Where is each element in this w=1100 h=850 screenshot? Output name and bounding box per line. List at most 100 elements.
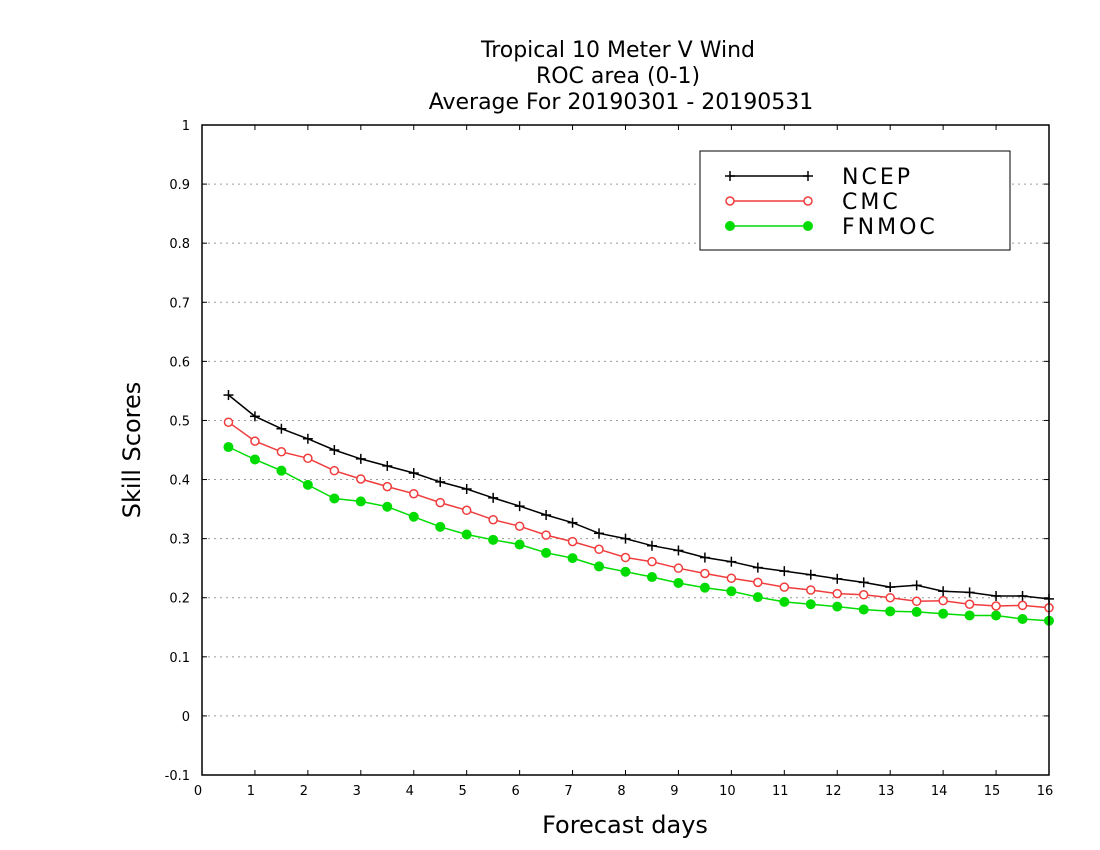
data-point [408,468,419,479]
data-point [488,514,498,525]
data-point [752,562,763,573]
y-axis-title: Skill Scores [118,382,146,519]
title-line-3: Average For 20190301 - 20190531 [429,90,814,115]
x-tick-label: 11 [772,784,789,799]
data-point [329,445,340,455]
data-point [964,587,975,598]
data-point [594,544,604,555]
data-point [302,433,313,444]
data-point [594,528,605,539]
data-point [223,442,234,453]
data-point [779,596,790,607]
data-point [382,460,393,471]
data-point [726,556,737,567]
x-tick-label: 8 [617,784,625,799]
data-point [699,582,710,593]
data-point [249,454,260,465]
legend-entry-cmc: CMC [725,190,901,215]
legend-label: CMC [842,190,901,215]
data-point [806,585,816,595]
data-point [276,447,287,457]
data-point [700,568,710,579]
data-point [699,552,710,563]
y-tick-label: 1 [182,119,190,134]
y-tick-label: 0.8 [169,237,190,252]
y-tick-label: 0.5 [169,414,190,429]
x-tick-label: 10 [719,784,736,799]
grid-lines [202,183,1049,717]
data-point [541,510,552,520]
data-point [329,493,340,504]
data-point [355,453,366,464]
data-point [885,582,896,593]
data-point [1017,590,1028,601]
data-point [355,496,366,507]
data-point [461,484,472,494]
x-tick-label: 15 [984,784,1001,799]
x-tick-label: 2 [300,784,308,799]
x-axis-title: Forecast days [542,811,708,839]
y-tick-label: 0.3 [169,533,190,548]
title-line-2: ROC area (0-1) [536,64,700,89]
x-tick-label: 3 [353,784,361,799]
data-point [964,610,975,621]
data-point [514,521,525,531]
data-point [832,588,842,599]
series-line [228,394,1050,600]
data-point [858,577,869,588]
data-point [488,534,499,545]
legend-label: NCEP [842,165,913,190]
data-point [725,196,735,206]
data-point [382,501,393,512]
x-tick-label: 0 [194,784,202,799]
data-point [938,595,948,606]
data-point [356,474,366,484]
data-point [461,529,472,540]
data-point [1017,614,1028,624]
data-point [303,453,313,464]
legend-label: FNMOC [842,215,938,240]
series-line [228,446,1050,622]
data-point [752,592,763,603]
data-point [725,171,735,181]
data-point [832,573,843,584]
data-point [435,497,445,508]
y-tick-label: 0.2 [169,592,190,607]
data-point [805,569,816,580]
y-tick-label: 0.1 [169,651,190,666]
data-point [803,171,813,181]
data-point [647,556,657,567]
data-point [620,533,631,544]
data-point [911,606,922,617]
data-point [620,566,631,577]
data-point [382,481,393,492]
data-point [911,596,922,607]
data-point [567,517,578,528]
x-tick-label: 12 [825,784,842,799]
x-tick-label: 5 [459,784,467,799]
x-tick-label: 6 [511,784,519,799]
data-point [435,476,446,487]
data-point [223,390,234,401]
series-line [228,421,1050,609]
data-point [911,580,922,591]
data-point [726,586,737,597]
data-point [250,436,260,446]
data-point [435,521,446,532]
data-point [832,601,843,612]
data-point [541,547,552,558]
data-point [514,501,525,512]
data-point [223,417,234,427]
data-point [646,572,657,583]
data-point [885,606,896,617]
data-point [276,465,287,476]
data-point [409,488,419,499]
data-point [249,411,260,422]
data-point [276,423,287,434]
x-tick-label: 7 [564,784,572,799]
data-point [726,573,737,583]
data-point [541,530,551,540]
data-point [803,196,813,206]
data-point [594,561,605,572]
